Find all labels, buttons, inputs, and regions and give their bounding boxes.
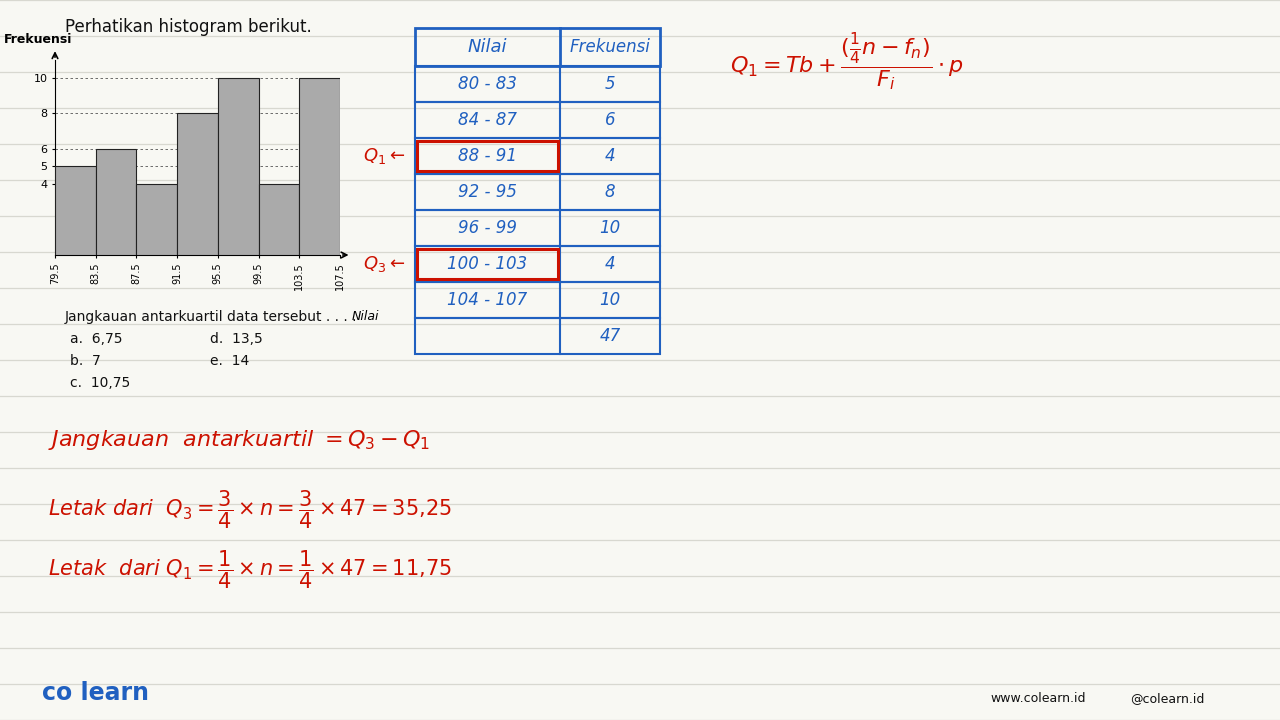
Bar [415, 66, 660, 102]
Bar [417, 249, 558, 279]
Text: $Q_1 = Tb + \dfrac{(\frac{1}{4}n - f_n)}{F_i} \cdot p$: $Q_1 = Tb + \dfrac{(\frac{1}{4}n - f_n)}… [730, 32, 964, 94]
Text: Nilai: Nilai [352, 310, 379, 323]
Bar [415, 174, 660, 210]
Bar [415, 28, 660, 66]
Text: 5: 5 [604, 75, 616, 93]
Bar [415, 318, 660, 354]
Text: $Q_3 \leftarrow$: $Q_3 \leftarrow$ [362, 254, 404, 274]
Text: 4: 4 [604, 147, 616, 165]
Text: c.  10,75: c. 10,75 [70, 376, 131, 390]
Text: b.  7: b. 7 [70, 354, 101, 368]
Bar [417, 141, 558, 171]
Bar [415, 138, 660, 174]
Text: @colearn.id: @colearn.id [1130, 692, 1204, 705]
Text: Letak  dari $Q_1 = \dfrac{1}{4} \times n = \dfrac{1}{4} \times 47 = 11{,}75$: Letak dari $Q_1 = \dfrac{1}{4} \times n … [49, 548, 452, 590]
Bar [96, 148, 137, 255]
Bar [55, 166, 96, 255]
Text: Perhatikan histogram berikut.: Perhatikan histogram berikut. [65, 18, 312, 36]
Text: Jangkauan antarkuartil data tersebut . . . .: Jangkauan antarkuartil data tersebut . .… [65, 310, 357, 324]
Bar [177, 113, 218, 255]
Text: 96 - 99: 96 - 99 [458, 219, 517, 237]
Bar [415, 282, 660, 318]
Text: 104 - 107: 104 - 107 [448, 291, 527, 309]
Text: $Q_1 \leftarrow$: $Q_1 \leftarrow$ [362, 146, 404, 166]
Bar [137, 184, 177, 255]
Text: Nilai: Nilai [467, 38, 507, 56]
Bar [415, 210, 660, 246]
Text: Frekuensi: Frekuensi [4, 33, 72, 46]
Text: 47: 47 [599, 327, 621, 345]
Text: 84 - 87: 84 - 87 [458, 111, 517, 129]
Bar [415, 246, 660, 282]
Text: 88 - 91: 88 - 91 [458, 147, 517, 165]
Bar [259, 184, 300, 255]
Text: 100 - 103: 100 - 103 [448, 255, 527, 273]
Text: co learn: co learn [42, 681, 148, 705]
Text: Frekuensi: Frekuensi [570, 38, 650, 56]
Text: e.  14: e. 14 [210, 354, 250, 368]
Text: 6: 6 [604, 111, 616, 129]
Text: 10: 10 [599, 291, 621, 309]
Text: Jangkauan  antarkuartil $= Q_3 - Q_1$: Jangkauan antarkuartil $= Q_3 - Q_1$ [49, 428, 430, 452]
Text: 8: 8 [604, 183, 616, 201]
Text: Letak dari  $Q_3 = \dfrac{3}{4} \times n = \dfrac{3}{4} \times 47 = 35{,}25$: Letak dari $Q_3 = \dfrac{3}{4} \times n … [49, 488, 452, 531]
Bar [300, 78, 340, 255]
Text: d.  13,5: d. 13,5 [210, 332, 262, 346]
Text: a.  6,75: a. 6,75 [70, 332, 123, 346]
Text: 92 - 95: 92 - 95 [458, 183, 517, 201]
Text: www.colearn.id: www.colearn.id [989, 692, 1085, 705]
Bar [218, 78, 259, 255]
Text: 80 - 83: 80 - 83 [458, 75, 517, 93]
Text: 10: 10 [599, 219, 621, 237]
Text: 4: 4 [604, 255, 616, 273]
Bar [415, 102, 660, 138]
